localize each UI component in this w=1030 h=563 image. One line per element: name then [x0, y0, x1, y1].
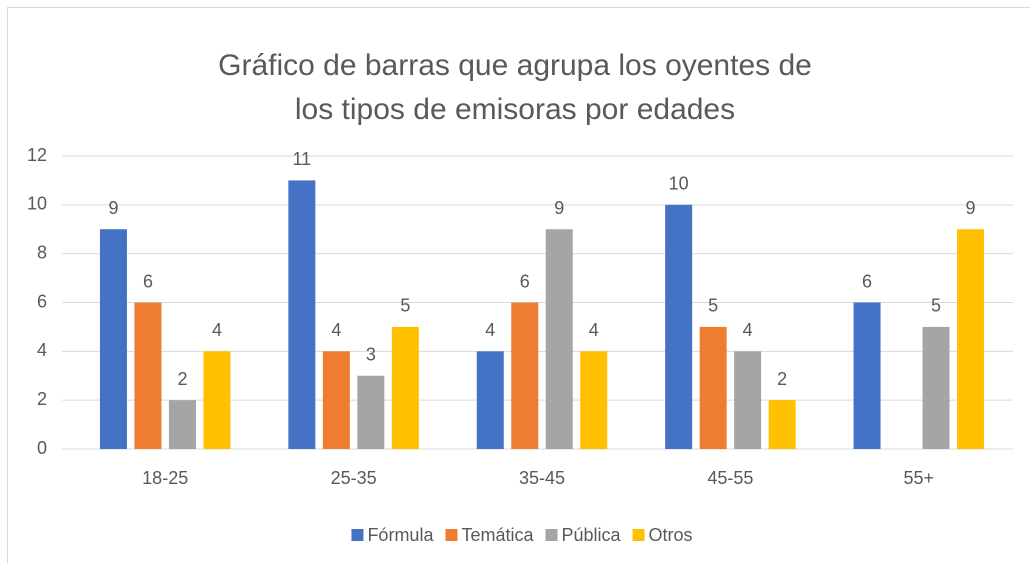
x-tick-label: 18-25 — [142, 468, 188, 488]
bar — [665, 204, 693, 449]
y-tick-label: 6 — [37, 291, 47, 311]
data-label: 4 — [331, 320, 341, 340]
bar — [699, 326, 727, 449]
bar — [134, 302, 162, 449]
legend-label: Pública — [561, 525, 621, 545]
data-label: 4 — [743, 320, 753, 340]
y-tick-label: 10 — [27, 194, 47, 214]
bar — [357, 375, 385, 449]
bar — [545, 229, 573, 449]
x-tick-label: 45-55 — [707, 468, 753, 488]
bar — [288, 180, 316, 449]
x-tick-label: 55+ — [904, 468, 935, 488]
y-tick-label: 8 — [37, 242, 47, 262]
data-label: 6 — [862, 271, 872, 291]
data-label: 6 — [520, 271, 530, 291]
data-label: 5 — [931, 296, 941, 316]
chart-title: Gráfico de barras que agrupa los oyentes… — [218, 49, 812, 126]
data-label: 9 — [554, 198, 564, 218]
legend-label: Fórmula — [367, 525, 434, 545]
data-label: 5 — [708, 296, 718, 316]
bar — [476, 351, 504, 449]
data-label: 4 — [212, 320, 222, 340]
chart-border — [7, 7, 1030, 563]
legend-label: Otros — [649, 525, 693, 545]
legend-swatch — [632, 529, 645, 541]
legend-swatch — [545, 529, 558, 541]
bar — [511, 302, 539, 449]
legend-swatch — [445, 529, 458, 541]
data-label: 3 — [366, 345, 376, 365]
data-label: 4 — [589, 320, 599, 340]
y-tick-label: 12 — [27, 145, 47, 165]
bar — [203, 351, 231, 449]
bar — [957, 229, 985, 449]
legend-swatch — [351, 529, 364, 541]
data-label: 4 — [485, 320, 495, 340]
y-tick-label: 2 — [37, 389, 47, 409]
bar — [580, 351, 608, 449]
data-label: 9 — [966, 198, 976, 218]
bar — [853, 302, 881, 449]
data-label: 5 — [400, 296, 410, 316]
data-label: 6 — [143, 271, 153, 291]
data-label: 10 — [669, 174, 689, 194]
data-label: 2 — [177, 369, 187, 389]
bar — [168, 400, 196, 449]
bar — [922, 326, 950, 449]
bar — [734, 351, 762, 449]
y-tick-label: 4 — [37, 340, 47, 360]
data-label: 2 — [777, 369, 787, 389]
y-tick-label: 0 — [37, 438, 47, 458]
bar — [99, 229, 127, 449]
x-tick-label: 25-35 — [331, 468, 377, 488]
data-label: 9 — [108, 198, 118, 218]
data-label: 11 — [293, 149, 312, 169]
bar — [768, 400, 796, 449]
bar — [391, 326, 419, 449]
bar — [322, 351, 350, 449]
x-tick-label: 35-45 — [519, 468, 565, 488]
legend-label: Temática — [461, 525, 534, 545]
